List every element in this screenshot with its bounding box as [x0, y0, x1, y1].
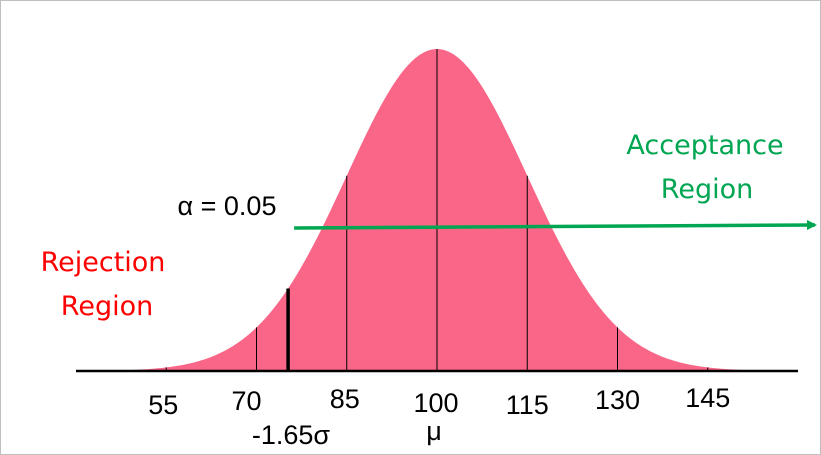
acceptance-region-label-line-2: Region [661, 174, 753, 205]
rejection-region-label-line-2: Region [61, 291, 153, 322]
tick-label-70: 70 [231, 386, 261, 416]
acceptance-arrow [294, 220, 817, 231]
alpha-label: α = 0.05 [178, 191, 277, 221]
mu-label: μ [426, 416, 442, 446]
x-tick-labels: 55 70 85 100 115 130 145 [148, 383, 730, 420]
critical-value-label: -1.65σ [252, 420, 331, 450]
tick-label-130: 130 [595, 385, 640, 415]
rejection-region-label-line-1: Rejection [41, 247, 166, 278]
tick-label-115: 115 [506, 390, 549, 420]
acceptance-region-label-line-1: Acceptance [626, 130, 783, 161]
tick-label-85: 85 [330, 384, 360, 414]
tick-label-100: 100 [413, 388, 458, 418]
sigma-gridlines [165, 49, 709, 371]
tick-label-145: 145 [685, 383, 730, 413]
tick-label-55: 55 [148, 390, 178, 420]
